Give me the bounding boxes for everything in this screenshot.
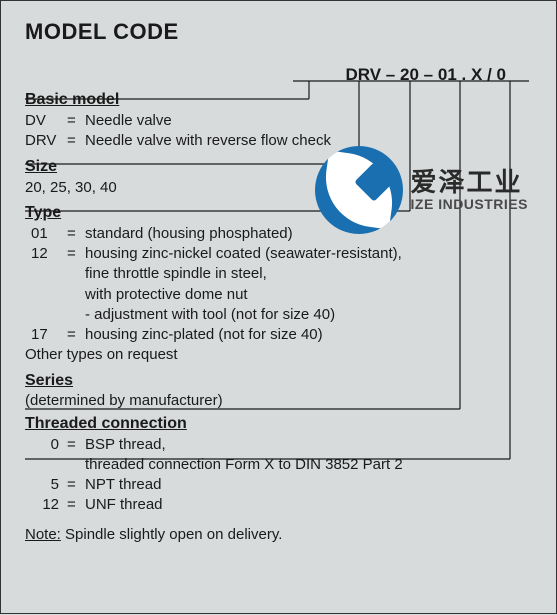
sections-container: Basic model DV = Needle valve DRV = Need… — [25, 91, 536, 543]
row-eq: = — [67, 435, 85, 476]
row-thread-5: 5 = NPT thread — [25, 475, 536, 495]
code-part-basic: DRV — [345, 65, 381, 85]
code-part-type: 01 — [438, 65, 457, 85]
type-footer: Other types on request — [25, 345, 536, 365]
row-eq: = — [67, 475, 85, 495]
page-title: MODEL CODE — [25, 19, 536, 45]
row-eq: = — [67, 325, 85, 345]
row-key: DV — [25, 111, 67, 131]
code-sep: – — [386, 65, 395, 85]
heading-basic-model: Basic model — [25, 91, 536, 109]
row-basic-dv: DV = Needle valve — [25, 111, 536, 131]
row-key: 01 — [25, 224, 67, 244]
model-code-line: DRV – 20 – 01 . X / 0 — [25, 65, 536, 85]
row-key: 12 — [25, 244, 67, 325]
row-thread-0: 0 = BSP thread, threaded connection Form… — [25, 435, 536, 476]
row-val: Needle valve with reverse flow check — [85, 131, 536, 151]
row-key: 5 — [25, 475, 67, 495]
row-eq: = — [67, 495, 85, 515]
row-val: standard (housing phosphated) — [85, 224, 536, 244]
code-sep: / — [487, 65, 492, 85]
code-sep: . — [462, 65, 467, 85]
row-eq: = — [67, 244, 85, 325]
row-eq: = — [67, 224, 85, 244]
series-text: (determined by manufacturer) — [25, 392, 536, 409]
row-basic-drv: DRV = Needle valve with reverse flow che… — [25, 131, 536, 151]
heading-type: Type — [25, 204, 536, 222]
row-eq: = — [67, 131, 85, 151]
note: Note: Spindle slightly open on delivery. — [25, 526, 536, 543]
row-val: BSP thread, threaded connection Form X t… — [85, 435, 536, 476]
row-type-12: 12 = housing zinc-nickel coated (seawate… — [25, 244, 536, 325]
row-val-line: threaded connection Form X to DIN 3852 P… — [85, 455, 536, 475]
row-val: UNF thread — [85, 495, 536, 515]
note-label: Note: — [25, 526, 61, 543]
row-key: 0 — [25, 435, 67, 476]
row-val-line: BSP thread, — [85, 435, 536, 455]
row-type-17: 17 = housing zinc-plated (not for size 4… — [25, 325, 536, 345]
row-eq: = — [67, 111, 85, 131]
row-type-01: 01 = standard (housing phosphated) — [25, 224, 536, 244]
row-val: housing zinc-nickel coated (seawater-res… — [85, 244, 536, 325]
row-val: Needle valve — [85, 111, 536, 131]
row-thread-12: 12 = UNF thread — [25, 495, 536, 515]
row-key: DRV — [25, 131, 67, 151]
row-val: housing zinc-plated (not for size 40) — [85, 325, 536, 345]
code-part-series: X — [471, 65, 482, 85]
size-values: 20, 25, 30, 40 — [25, 178, 536, 198]
row-val: NPT thread — [85, 475, 536, 495]
heading-series: Series — [25, 372, 536, 390]
code-sep: – — [424, 65, 433, 85]
code-part-size: 20 — [400, 65, 419, 85]
row-val-line: - adjustment with tool (not for size 40) — [85, 305, 536, 325]
row-val-line: fine throttle spindle in steel, — [85, 264, 536, 284]
row-val-line: housing zinc-nickel coated (seawater-res… — [85, 244, 536, 264]
row-key: 17 — [25, 325, 67, 345]
heading-threaded: Threaded connection — [25, 415, 536, 433]
note-text: Spindle slightly open on delivery. — [65, 526, 282, 543]
heading-size: Size — [25, 158, 536, 176]
row-val-line: with protective dome nut — [85, 285, 536, 305]
code-part-thread: 0 — [497, 65, 506, 85]
row-key: 12 — [25, 495, 67, 515]
